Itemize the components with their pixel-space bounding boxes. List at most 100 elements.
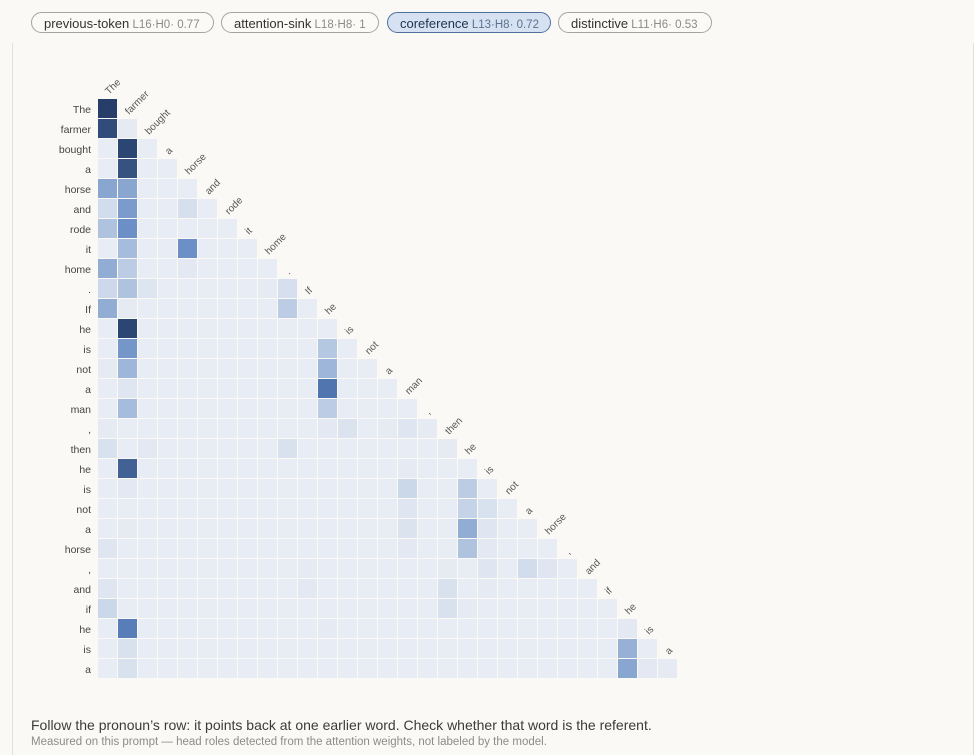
- heatmap-cell[interactable]: [238, 579, 257, 598]
- heatmap-cell[interactable]: [258, 659, 277, 678]
- heatmap-cell[interactable]: [498, 619, 517, 638]
- heatmap-cell[interactable]: [118, 459, 137, 478]
- heatmap-cell[interactable]: [598, 639, 617, 658]
- heatmap-cell[interactable]: [158, 339, 177, 358]
- heatmap-cell[interactable]: [258, 559, 277, 578]
- heatmap-cell[interactable]: [318, 539, 337, 558]
- heatmap-cell[interactable]: [98, 519, 117, 538]
- heatmap-cell[interactable]: [138, 139, 157, 158]
- heatmap-cell[interactable]: [238, 339, 257, 358]
- heatmap-cell[interactable]: [278, 299, 297, 318]
- heatmap-cell[interactable]: [318, 439, 337, 458]
- heatmap-cell[interactable]: [218, 459, 237, 478]
- heatmap-cell[interactable]: [138, 159, 157, 178]
- heatmap-cell[interactable]: [238, 519, 257, 538]
- heatmap-cell[interactable]: [278, 439, 297, 458]
- heatmap-cell[interactable]: [178, 239, 197, 258]
- heatmap-cell[interactable]: [138, 559, 157, 578]
- heatmap-cell[interactable]: [398, 559, 417, 578]
- heatmap-cell[interactable]: [238, 379, 257, 398]
- heatmap-cell[interactable]: [198, 299, 217, 318]
- tab-distinctive[interactable]: distinctive L11·H6· 0.53: [558, 12, 712, 33]
- heatmap-cell[interactable]: [338, 439, 357, 458]
- heatmap-cell[interactable]: [118, 319, 137, 338]
- heatmap-cell[interactable]: [518, 579, 537, 598]
- heatmap-cell[interactable]: [498, 599, 517, 618]
- heatmap-cell[interactable]: [298, 499, 317, 518]
- heatmap-cell[interactable]: [258, 539, 277, 558]
- heatmap-cell[interactable]: [138, 359, 157, 378]
- heatmap-cell[interactable]: [98, 119, 117, 138]
- heatmap-cell[interactable]: [138, 399, 157, 418]
- heatmap-cell[interactable]: [138, 299, 157, 318]
- heatmap-cell[interactable]: [338, 579, 357, 598]
- heatmap-cell[interactable]: [438, 439, 457, 458]
- heatmap-cell[interactable]: [218, 619, 237, 638]
- heatmap-cell[interactable]: [338, 479, 357, 498]
- heatmap-cell[interactable]: [218, 659, 237, 678]
- heatmap-cell[interactable]: [438, 479, 457, 498]
- heatmap-cell[interactable]: [478, 499, 497, 518]
- heatmap-cell[interactable]: [178, 559, 197, 578]
- heatmap-cell[interactable]: [458, 559, 477, 578]
- heatmap-cell[interactable]: [118, 579, 137, 598]
- heatmap-cell[interactable]: [238, 479, 257, 498]
- heatmap-cell[interactable]: [418, 659, 437, 678]
- heatmap-cell[interactable]: [398, 539, 417, 558]
- heatmap-cell[interactable]: [458, 619, 477, 638]
- heatmap-cell[interactable]: [578, 579, 597, 598]
- heatmap-cell[interactable]: [218, 439, 237, 458]
- heatmap-cell[interactable]: [98, 379, 117, 398]
- heatmap-cell[interactable]: [578, 619, 597, 638]
- heatmap-cell[interactable]: [238, 559, 257, 578]
- heatmap-cell[interactable]: [258, 279, 277, 298]
- heatmap-cell[interactable]: [258, 299, 277, 318]
- heatmap-cell[interactable]: [638, 639, 657, 658]
- heatmap-cell[interactable]: [418, 639, 437, 658]
- heatmap-cell[interactable]: [138, 519, 157, 538]
- heatmap-cell[interactable]: [278, 659, 297, 678]
- heatmap-cell[interactable]: [258, 439, 277, 458]
- heatmap-cell[interactable]: [418, 559, 437, 578]
- heatmap-cell[interactable]: [238, 599, 257, 618]
- heatmap-cell[interactable]: [98, 599, 117, 618]
- heatmap-cell[interactable]: [258, 599, 277, 618]
- heatmap-cell[interactable]: [478, 539, 497, 558]
- heatmap-cell[interactable]: [558, 659, 577, 678]
- heatmap-cell[interactable]: [298, 619, 317, 638]
- heatmap-cell[interactable]: [98, 419, 117, 438]
- heatmap-cell[interactable]: [218, 219, 237, 238]
- heatmap-cell[interactable]: [238, 299, 257, 318]
- heatmap-cell[interactable]: [238, 639, 257, 658]
- heatmap-cell[interactable]: [478, 639, 497, 658]
- heatmap-cell[interactable]: [378, 639, 397, 658]
- heatmap-cell[interactable]: [298, 339, 317, 358]
- heatmap-cell[interactable]: [338, 419, 357, 438]
- heatmap-cell[interactable]: [178, 439, 197, 458]
- heatmap-cell[interactable]: [398, 499, 417, 518]
- heatmap-cell[interactable]: [238, 539, 257, 558]
- heatmap-cell[interactable]: [158, 219, 177, 238]
- heatmap-cell[interactable]: [418, 579, 437, 598]
- heatmap-cell[interactable]: [138, 379, 157, 398]
- heatmap-cell[interactable]: [358, 399, 377, 418]
- heatmap-cell[interactable]: [418, 519, 437, 538]
- heatmap-cell[interactable]: [258, 579, 277, 598]
- heatmap-cell[interactable]: [218, 639, 237, 658]
- heatmap-cell[interactable]: [318, 599, 337, 618]
- heatmap-cell[interactable]: [318, 479, 337, 498]
- heatmap-cell[interactable]: [258, 619, 277, 638]
- heatmap-cell[interactable]: [298, 559, 317, 578]
- heatmap-cell[interactable]: [278, 599, 297, 618]
- heatmap-cell[interactable]: [338, 519, 357, 538]
- heatmap-cell[interactable]: [98, 179, 117, 198]
- heatmap-cell[interactable]: [358, 559, 377, 578]
- heatmap-cell[interactable]: [98, 139, 117, 158]
- heatmap-cell[interactable]: [518, 639, 537, 658]
- tab-coreference[interactable]: coreference L13·H8· 0.72: [387, 12, 551, 33]
- heatmap-cell[interactable]: [378, 579, 397, 598]
- heatmap-cell[interactable]: [298, 579, 317, 598]
- heatmap-cell[interactable]: [158, 399, 177, 418]
- heatmap-cell[interactable]: [98, 159, 117, 178]
- heatmap-cell[interactable]: [118, 639, 137, 658]
